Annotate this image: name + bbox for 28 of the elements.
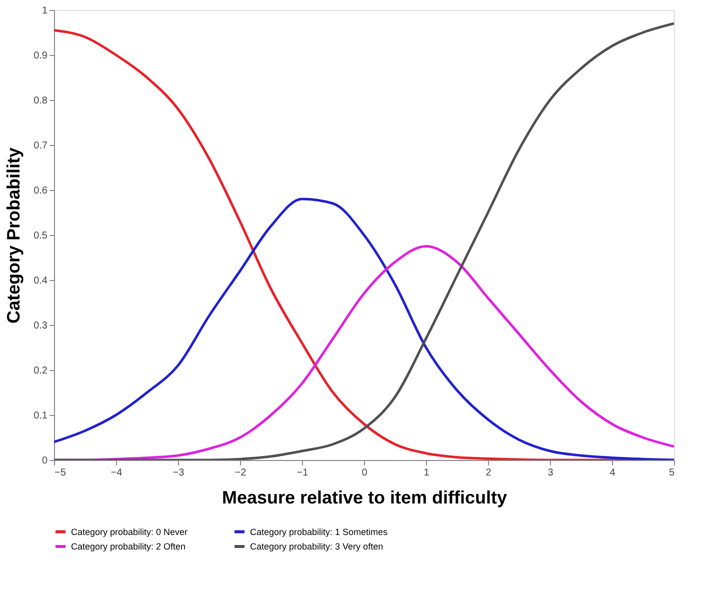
x-tick-label: 5 bbox=[668, 468, 675, 478]
x-tick-label: 3 bbox=[548, 468, 554, 478]
y-tick-label: 0.2 bbox=[34, 366, 48, 376]
y-tick-label: 0.3 bbox=[34, 320, 48, 332]
y-axis-title: Category Probability bbox=[4, 147, 24, 324]
y-tick-label: 0.6 bbox=[34, 186, 48, 196]
legend-label: Category probability: 1 Sometimes bbox=[250, 526, 388, 537]
x-tick-label: −5 bbox=[54, 468, 66, 478]
x-tick-label: −2 bbox=[234, 468, 247, 478]
x-tick-label: 4 bbox=[610, 468, 616, 478]
x-tick-label: −3 bbox=[172, 468, 185, 478]
legend-label: Category probability: 0 Never bbox=[71, 526, 188, 537]
x-tick-label: 2 bbox=[486, 468, 492, 478]
y-tick-label: 0.5 bbox=[34, 230, 48, 242]
x-axis-title: Measure relative to item difficulty bbox=[222, 488, 508, 508]
y-tick-label: 1 bbox=[42, 6, 48, 16]
y-tick-label: 0.4 bbox=[34, 276, 48, 286]
y-tick-label: 0.1 bbox=[34, 410, 48, 422]
x-tick-label: 1 bbox=[424, 468, 430, 478]
y-tick-label: 0.8 bbox=[34, 96, 48, 106]
y-tick-label: 0.9 bbox=[34, 50, 48, 62]
x-tick-label: −1 bbox=[296, 468, 309, 478]
y-tick-label: 0.7 bbox=[34, 140, 48, 152]
legend-label: Category probability: 3 Very often bbox=[250, 542, 384, 552]
y-tick-label: 0 bbox=[42, 456, 48, 466]
x-tick-label: 0 bbox=[362, 468, 368, 478]
x-tick-label: −4 bbox=[110, 468, 123, 478]
legend-label: Category probability: 2 Often bbox=[71, 542, 186, 552]
